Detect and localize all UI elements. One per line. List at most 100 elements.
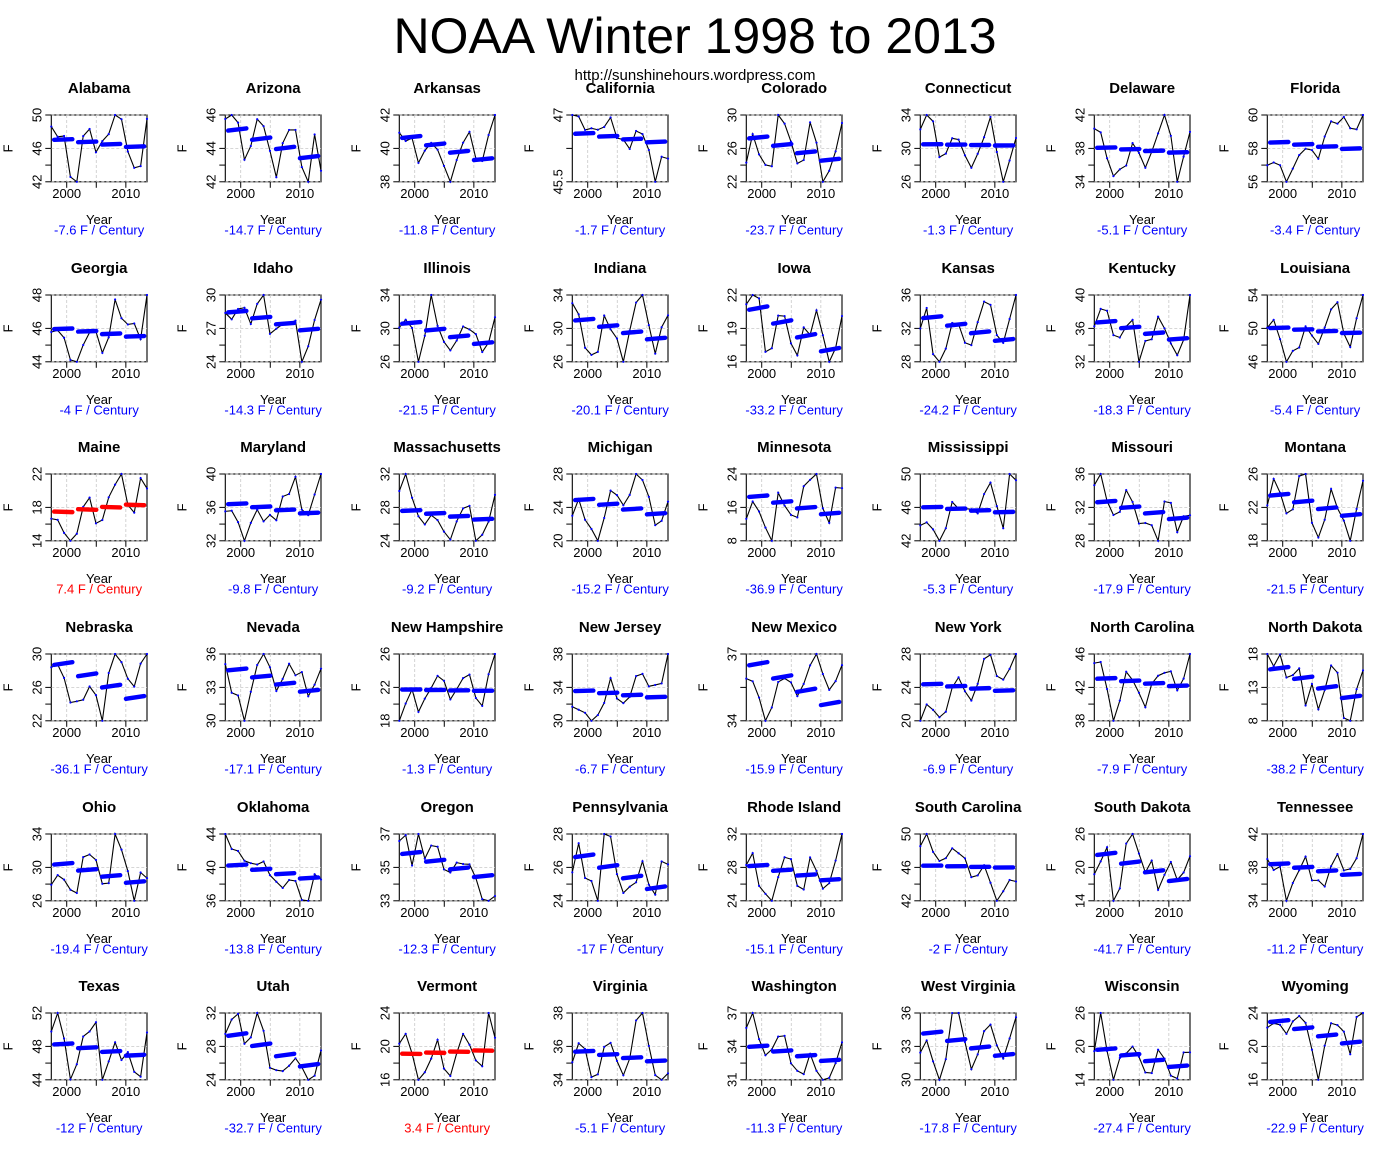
svg-text:34: 34	[551, 1073, 566, 1087]
svg-text:20: 20	[551, 534, 566, 548]
svg-text:Wyoming: Wyoming	[1282, 979, 1349, 996]
svg-text:2010: 2010	[285, 545, 314, 560]
svg-text:-36.1 F / Century: -36.1 F / Century	[50, 762, 148, 777]
svg-text:-7.6 F / Century: -7.6 F / Century	[54, 223, 145, 238]
svg-text:Utah: Utah	[256, 979, 289, 996]
svg-text:-6.9 F / Century: -6.9 F / Century	[923, 762, 1014, 777]
svg-text:36: 36	[551, 1039, 566, 1053]
svg-text:42: 42	[203, 175, 218, 189]
svg-text:47: 47	[551, 108, 566, 122]
svg-text:32: 32	[1072, 354, 1087, 368]
svg-text:2010: 2010	[806, 186, 835, 201]
svg-text:24: 24	[377, 1006, 392, 1020]
svg-text:-24.2 F / Century: -24.2 F / Century	[919, 402, 1017, 417]
svg-text:16: 16	[377, 1073, 392, 1087]
svg-text:2010: 2010	[459, 186, 488, 201]
svg-text:Vermont: Vermont	[417, 979, 477, 996]
svg-text:20: 20	[1072, 1039, 1087, 1053]
svg-text:Texas: Texas	[78, 979, 119, 996]
svg-text:-22.9 F / Century: -22.9 F / Century	[1267, 1121, 1365, 1136]
svg-text:32: 32	[203, 1006, 218, 1020]
svg-text:37: 37	[724, 647, 739, 661]
svg-text:South Carolina: South Carolina	[915, 799, 1022, 816]
svg-text:31: 31	[724, 1073, 739, 1087]
svg-text:2000: 2000	[52, 905, 81, 920]
svg-text:3.4 F / Century: 3.4 F / Century	[404, 1121, 490, 1136]
svg-text:F: F	[1043, 863, 1058, 871]
svg-text:F: F	[695, 1043, 710, 1051]
svg-text:33: 33	[898, 1039, 913, 1053]
svg-text:26: 26	[29, 680, 44, 694]
svg-text:2010: 2010	[806, 366, 835, 381]
svg-text:38: 38	[1072, 141, 1087, 155]
svg-text:30: 30	[898, 141, 913, 155]
svg-text:18: 18	[377, 714, 392, 728]
svg-text:2000: 2000	[921, 366, 950, 381]
svg-text:42: 42	[898, 893, 913, 907]
svg-text:-17.9 F / Century: -17.9 F / Century	[1093, 582, 1191, 597]
svg-text:2000: 2000	[1095, 545, 1124, 560]
svg-text:-2 F / Century: -2 F / Century	[928, 941, 1008, 956]
svg-text:New Jersey: New Jersey	[579, 619, 662, 636]
svg-text:60: 60	[1246, 108, 1261, 122]
svg-text:2000: 2000	[1269, 545, 1298, 560]
svg-text:34: 34	[551, 680, 566, 694]
svg-text:2010: 2010	[633, 366, 662, 381]
svg-text:Rhode Island: Rhode Island	[747, 799, 841, 816]
svg-text:-3.4 F / Century: -3.4 F / Century	[1270, 223, 1361, 238]
svg-text:2000: 2000	[226, 725, 255, 740]
svg-text:20: 20	[377, 1039, 392, 1053]
svg-text:20: 20	[1072, 860, 1087, 874]
svg-text:Louisiana: Louisiana	[1280, 260, 1351, 277]
svg-text:F: F	[174, 324, 189, 332]
svg-text:34: 34	[724, 714, 739, 728]
svg-text:28: 28	[898, 647, 913, 661]
svg-text:-20.1 F / Century: -20.1 F / Century	[572, 402, 670, 417]
svg-text:F: F	[348, 863, 363, 871]
svg-text:34: 34	[1246, 893, 1261, 907]
svg-text:22: 22	[724, 287, 739, 301]
svg-text:14: 14	[1072, 893, 1087, 907]
svg-text:2000: 2000	[921, 725, 950, 740]
svg-text:2010: 2010	[806, 725, 835, 740]
svg-text:Montana: Montana	[1285, 440, 1347, 457]
svg-text:F: F	[0, 863, 15, 871]
svg-text:44: 44	[203, 826, 218, 840]
svg-text:26: 26	[1072, 1006, 1087, 1020]
svg-text:Massachusetts: Massachusetts	[393, 440, 500, 457]
svg-text:-21.5 F / Century: -21.5 F / Century	[398, 402, 496, 417]
svg-text:-36.9 F / Century: -36.9 F / Century	[745, 582, 843, 597]
svg-text:F: F	[0, 683, 15, 691]
svg-text:16: 16	[724, 500, 739, 514]
svg-text:50: 50	[29, 108, 44, 122]
svg-text:37: 37	[377, 826, 392, 840]
svg-text:F: F	[522, 1043, 537, 1051]
svg-text:-5.1 F / Century: -5.1 F / Century	[1097, 223, 1188, 238]
svg-text:2010: 2010	[1328, 366, 1357, 381]
svg-text:2010: 2010	[285, 725, 314, 740]
svg-text:24: 24	[724, 467, 739, 481]
svg-text:28: 28	[898, 354, 913, 368]
svg-text:2010: 2010	[459, 725, 488, 740]
svg-text:2010: 2010	[806, 1084, 835, 1099]
svg-text:14: 14	[29, 534, 44, 548]
svg-text:F: F	[869, 144, 884, 152]
svg-text:F: F	[174, 1043, 189, 1051]
svg-text:2000: 2000	[400, 366, 429, 381]
svg-text:Iowa: Iowa	[777, 260, 811, 277]
svg-text:22: 22	[377, 680, 392, 694]
svg-text:-19.4 F / Century: -19.4 F / Century	[50, 941, 148, 956]
svg-text:2000: 2000	[1095, 725, 1124, 740]
svg-text:34: 34	[29, 826, 44, 840]
svg-text:33: 33	[203, 680, 218, 694]
svg-text:2000: 2000	[574, 366, 603, 381]
svg-text:48: 48	[29, 1039, 44, 1053]
svg-text:22: 22	[724, 175, 739, 189]
svg-text:2010: 2010	[633, 905, 662, 920]
svg-text:44: 44	[203, 141, 218, 155]
svg-text:35: 35	[377, 860, 392, 874]
svg-text:46: 46	[29, 141, 44, 155]
svg-text:2010: 2010	[1328, 545, 1357, 560]
svg-text:-15.2 F / Century: -15.2 F / Century	[572, 582, 670, 597]
svg-text:New Hampshire: New Hampshire	[390, 619, 502, 636]
